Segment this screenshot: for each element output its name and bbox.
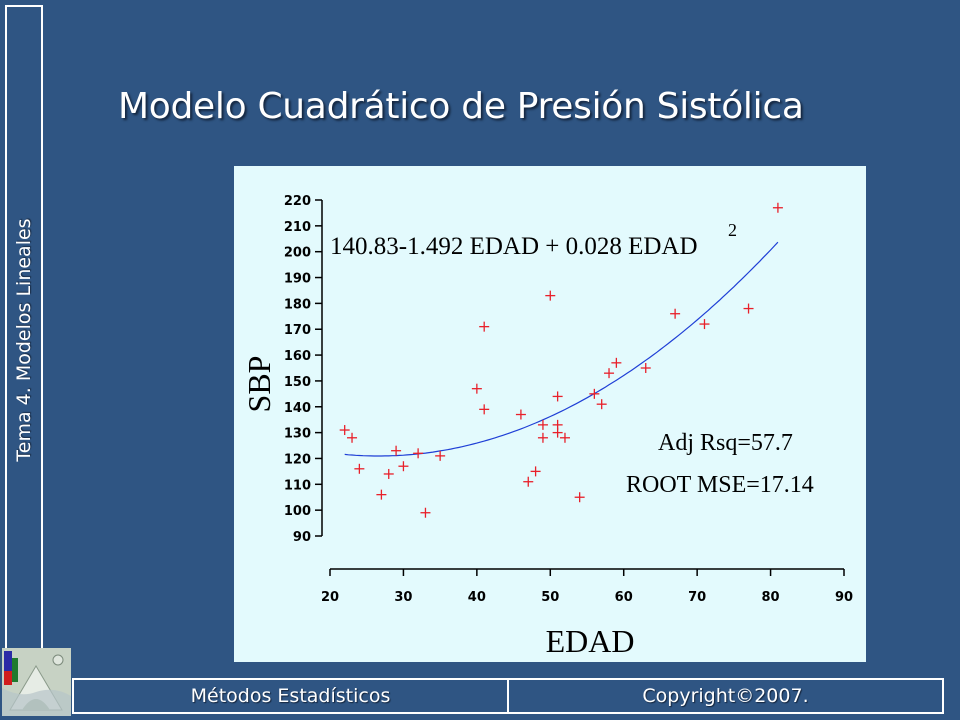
data-point [339, 425, 350, 436]
x-tick-label: 80 [762, 590, 780, 605]
y-tick-label: 170 [284, 323, 311, 338]
footer-bar: Métodos Estadísticos Copyright©2007. [72, 678, 944, 714]
y-tick-label: 180 [284, 297, 311, 312]
data-point [530, 466, 541, 477]
side-label: Tema 4. Modelos Lineales [13, 218, 35, 462]
y-tick-label: 140 [284, 401, 311, 416]
data-point [574, 492, 585, 503]
data-point [596, 399, 607, 410]
footer-copyright: Copyright©2007. [507, 680, 942, 712]
fit-curve-layer [344, 241, 779, 457]
x-axis-label: EDAD [546, 623, 635, 659]
scatter-chart: 9010011012013014015016017018019020021022… [241, 194, 853, 659]
data-point [772, 202, 783, 213]
y-tick-label: 100 [284, 504, 311, 519]
data-point [479, 321, 490, 332]
data-point [479, 404, 490, 415]
chart-axes: 9010011012013014015016017018019020021022… [284, 194, 853, 605]
data-point [640, 363, 651, 373]
data-point [383, 468, 394, 479]
y-tick-label: 90 [293, 530, 311, 545]
y-tick-label: 130 [284, 427, 311, 442]
data-point [552, 391, 563, 402]
slide-title: Modelo Cuadrático de Presión Sistólica [118, 86, 804, 127]
data-point [670, 308, 681, 319]
data-point [611, 357, 622, 368]
data-point [398, 461, 409, 472]
adj-rsq-annotation: Adj Rsq=57.7 [658, 430, 793, 456]
data-point [545, 290, 556, 301]
y-tick-label: 120 [284, 452, 311, 467]
root-mse-annotation: ROOT MSE=17.14 [626, 472, 814, 498]
fit-curve [344, 241, 779, 457]
data-point [537, 419, 548, 430]
data-point [391, 445, 402, 456]
data-point [347, 432, 358, 443]
data-point [413, 448, 424, 459]
data-point [420, 507, 431, 518]
x-tick-label: 30 [394, 590, 412, 605]
data-point [699, 319, 710, 330]
data-point [552, 427, 563, 438]
y-axis-label: SBP [241, 356, 277, 413]
data-point [604, 368, 615, 379]
y-tick-label: 150 [284, 375, 311, 390]
data-point [515, 409, 526, 420]
x-tick-label: 20 [321, 590, 339, 605]
x-tick-label: 60 [615, 590, 633, 605]
data-point [537, 432, 548, 443]
x-tick-label: 90 [835, 590, 853, 605]
model-equation: 140.83-1.492 EDAD + 0.028 EDAD [330, 233, 698, 260]
y-tick-label: 110 [284, 478, 311, 493]
x-tick-label: 50 [541, 590, 559, 605]
university-logo [2, 648, 71, 716]
y-tick-label: 220 [284, 194, 311, 209]
data-point [471, 383, 482, 394]
footer-course: Métodos Estadísticos [190, 685, 391, 707]
data-points [339, 202, 783, 518]
x-tick-label: 70 [688, 590, 706, 605]
data-point [559, 432, 570, 443]
y-tick-label: 200 [284, 246, 311, 261]
chart-panel: 90 100 110 120 130 140 150 160 170 180 190 200 210 22… [234, 166, 866, 662]
y-tick-label: 190 [284, 272, 311, 287]
y-tick-label: 210 [284, 220, 311, 235]
equation-exponent: 2 [728, 220, 737, 240]
data-point [435, 450, 446, 461]
data-point [354, 463, 365, 474]
x-tick-label: 40 [468, 590, 486, 605]
data-point [376, 489, 387, 500]
data-point [589, 388, 600, 399]
data-point [523, 476, 534, 487]
data-point [743, 303, 754, 314]
y-tick-label: 160 [284, 349, 311, 364]
